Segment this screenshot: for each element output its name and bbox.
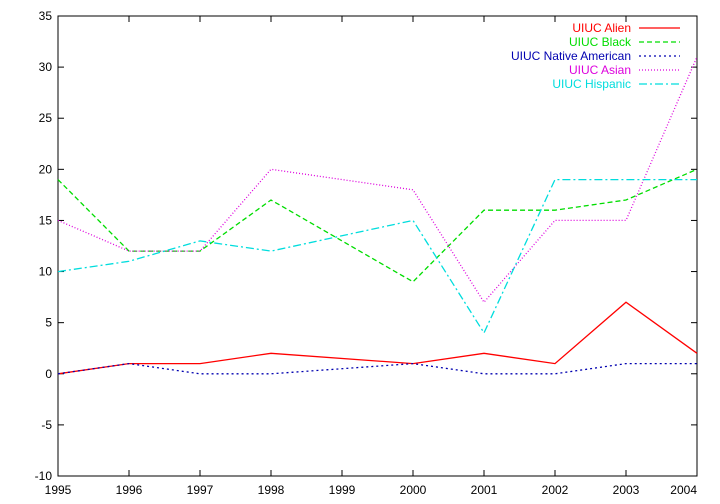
y-tick-label: 35 — [39, 9, 53, 23]
y-tick-label: 5 — [45, 316, 52, 330]
y-tick-label: 15 — [39, 213, 53, 227]
series-line-2 — [57, 362, 697, 375]
series-line-4 — [57, 178, 697, 335]
y-tick-label: 25 — [39, 111, 53, 125]
y-axis: -10 -5 0 5 10 15 20 25 30 35 — [35, 9, 697, 483]
x-tick-label: 2000 — [400, 483, 427, 497]
y-tick-label: 20 — [39, 162, 53, 176]
y-tick-label: 10 — [39, 265, 53, 279]
x-tick-label: 2001 — [471, 483, 498, 497]
series-line-1 — [57, 168, 698, 283]
x-tick-label: 1995 — [45, 483, 72, 497]
plot-frame — [57, 15, 698, 477]
x-tick-label: 1997 — [187, 483, 214, 497]
y-tick-label: 30 — [39, 60, 53, 74]
legend-label: UIUC Hispanic — [552, 77, 631, 91]
x-tick-label: 1999 — [329, 483, 356, 497]
x-tick-label: 2002 — [542, 483, 569, 497]
legend-label: UIUC Black — [569, 35, 632, 49]
series-line-0 — [57, 301, 698, 375]
y-tick-label: -5 — [41, 418, 52, 432]
series-lines — [57, 56, 698, 375]
x-tick-label: 2003 — [613, 483, 640, 497]
legend-label: UIUC Native American — [511, 49, 631, 63]
x-axis: 1995 1996 1997 1998 1999 2000 2001 2002 2003 2004 — [45, 16, 698, 497]
x-tick-label: 1998 — [258, 483, 285, 497]
y-tick-label: -10 — [35, 469, 53, 483]
legend-label: UIUC Alien — [572, 21, 631, 35]
x-tick-label: 2004 — [670, 483, 697, 497]
legend-label: UIUC Asian — [569, 63, 631, 77]
y-tick-label: 0 — [45, 367, 52, 381]
x-tick-label: 1996 — [116, 483, 143, 497]
